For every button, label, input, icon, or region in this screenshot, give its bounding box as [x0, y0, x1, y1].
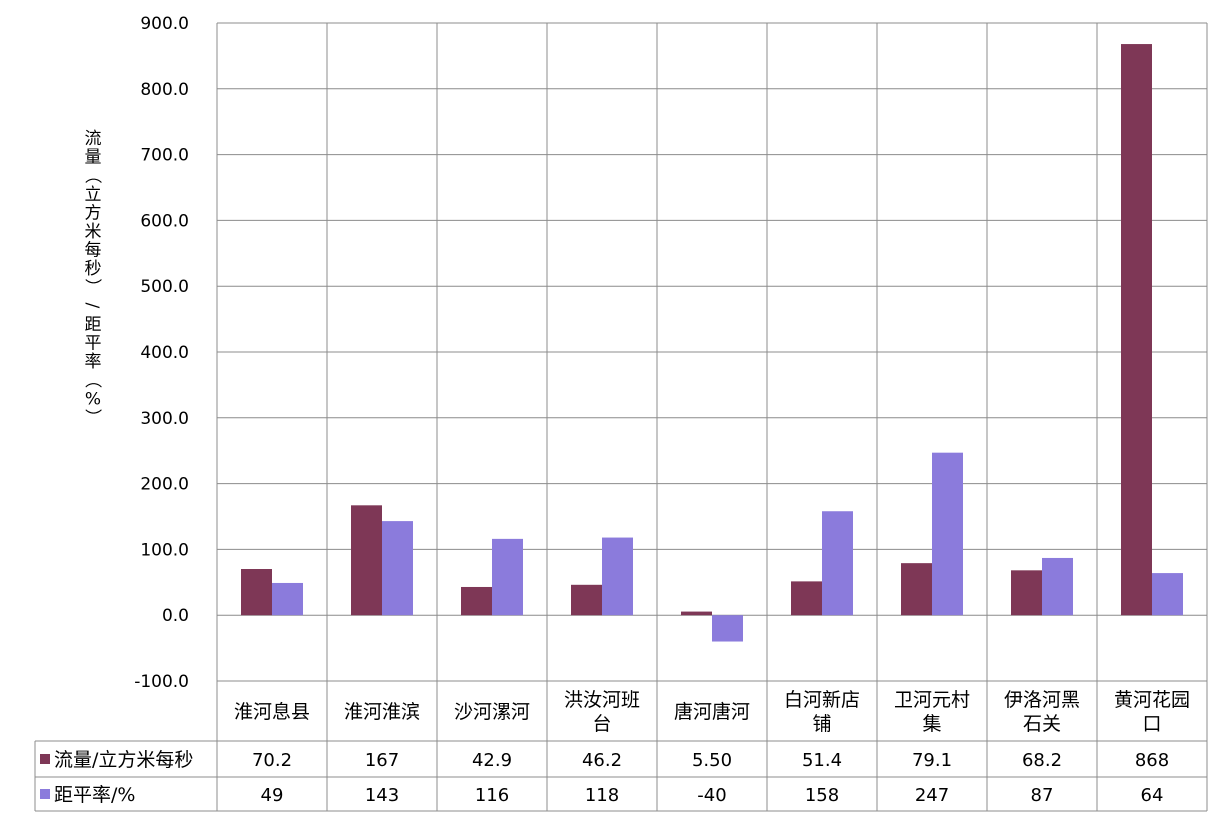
bar-flow — [1121, 44, 1152, 616]
data-label: 5.50 — [692, 750, 732, 771]
x-tick-label: 铺 — [812, 713, 831, 735]
legend-label: 距平率/% — [54, 784, 135, 806]
y-tick-label: 100.0 — [140, 540, 189, 560]
data-label: 46.2 — [582, 750, 622, 771]
legend-label: 流量/立方米每秒 — [54, 749, 193, 771]
bar-anomaly — [382, 521, 413, 616]
x-tick-label: 洪汝河班 — [564, 689, 640, 711]
bar-anomaly — [272, 582, 303, 616]
y-axis-title-char: 平 — [85, 334, 102, 354]
y-axis-title-char: 米 — [85, 222, 102, 242]
y-axis-title-char: ） — [82, 278, 102, 295]
x-tick-label: 黄河花园 — [1114, 689, 1190, 711]
y-tick-label: 200.0 — [140, 475, 189, 495]
x-tick-label: 沙河漯河 — [454, 701, 530, 723]
y-tick-label: 500.0 — [140, 277, 189, 297]
x-tick-label: 伊洛河黑 — [1004, 689, 1080, 711]
data-label: 868 — [1135, 750, 1169, 771]
y-tick-label: 800.0 — [140, 80, 189, 100]
data-label: 158 — [805, 785, 839, 806]
y-tick-label: -100.0 — [134, 672, 189, 692]
y-tick-label: 900.0 — [140, 14, 189, 34]
bar-flow — [681, 611, 712, 616]
bar-flow — [901, 563, 932, 616]
y-axis-title-char: ） — [82, 409, 102, 426]
bar-flow — [791, 581, 822, 616]
data-label: 64 — [1141, 785, 1164, 806]
y-axis-title-char: 立 — [85, 185, 102, 205]
bar-anomaly — [602, 537, 633, 616]
x-tick-label: 卫河元村 — [894, 689, 970, 711]
x-tick-label: 白河新店 — [784, 689, 860, 711]
data-label: -40 — [697, 785, 726, 806]
data-label: 49 — [261, 785, 284, 806]
y-axis-title-char: / — [82, 303, 102, 309]
y-axis-title-char: 秒 — [85, 259, 102, 279]
data-label: 167 — [365, 750, 399, 771]
data-label: 118 — [585, 785, 619, 806]
bar-flow — [1011, 570, 1042, 616]
bar-flow — [571, 584, 602, 616]
y-axis-title-char: 距 — [85, 315, 102, 335]
bar-flow — [241, 569, 272, 616]
y-tick-label: 0.0 — [162, 606, 189, 626]
bar-flow — [351, 505, 382, 616]
y-tick-label: 700.0 — [140, 146, 189, 166]
y-axis-title-char: 率 — [85, 352, 102, 372]
y-tick-label: 600.0 — [140, 211, 189, 231]
x-tick-label: 淮河息县 — [234, 701, 310, 723]
y-axis-title-char: 量 — [85, 148, 102, 168]
x-tick-label: 石关 — [1023, 713, 1061, 735]
bar-anomaly — [492, 538, 523, 616]
x-tick-label: 口 — [1142, 713, 1161, 735]
bar-flow — [461, 586, 492, 616]
data-label: 79.1 — [912, 750, 952, 771]
data-label: 42.9 — [472, 750, 512, 771]
x-tick-label: 台 — [592, 713, 611, 735]
data-label: 247 — [915, 785, 949, 806]
y-tick-label: 300.0 — [140, 409, 189, 429]
data-label: 70.2 — [252, 750, 292, 771]
data-label: 143 — [365, 785, 399, 806]
y-axis-title-char: 方 — [85, 203, 102, 223]
x-tick-label: 集 — [922, 713, 941, 735]
data-label: 51.4 — [802, 750, 842, 771]
data-label: 68.2 — [1022, 750, 1062, 771]
data-label: 87 — [1031, 785, 1054, 806]
y-axis-title-char: % — [85, 389, 101, 409]
y-axis-title-char: 流 — [85, 129, 102, 149]
y-axis-title-char: 每 — [85, 241, 102, 261]
y-axis-title-char: （ — [82, 167, 102, 184]
legend-swatch — [40, 754, 50, 764]
data-label: 116 — [475, 785, 509, 806]
y-axis-title-char: （ — [82, 371, 102, 388]
bar-anomaly — [1042, 557, 1073, 616]
y-tick-label: 400.0 — [140, 343, 189, 363]
bar-anomaly — [712, 615, 743, 642]
bar-anomaly — [1152, 573, 1183, 616]
bar-anomaly — [932, 452, 963, 616]
bar-anomaly — [822, 511, 853, 616]
x-tick-label: 唐河唐河 — [674, 701, 750, 723]
legend-swatch — [40, 789, 50, 799]
x-tick-label: 淮河淮滨 — [344, 701, 420, 723]
